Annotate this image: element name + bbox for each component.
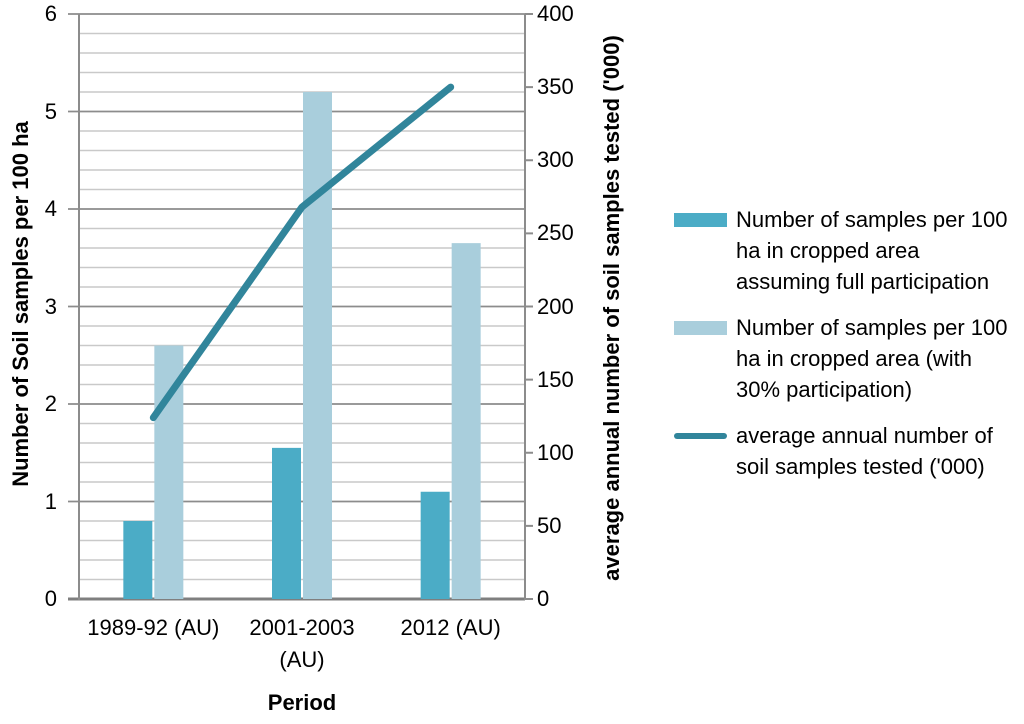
right-axis-tick-label: 250 bbox=[537, 220, 574, 246]
bar-full-participation-2 bbox=[420, 491, 450, 599]
left-axis-tick-label: 6 bbox=[44, 1, 57, 26]
right-axis-title: average annual number of soil samples te… bbox=[599, 35, 624, 581]
left-axis-tick-label: 1 bbox=[44, 488, 57, 514]
left-axis-tick-label: 5 bbox=[44, 98, 57, 124]
right-axis-tick-label: 200 bbox=[537, 293, 574, 319]
legend-swatch-dark-bar bbox=[674, 213, 727, 227]
legend-item-full-participation: Number of samples per 100 ha in cropped … bbox=[674, 204, 1018, 297]
right-axis-tick-label: 0 bbox=[537, 586, 550, 611]
right-axis-tick-label: 50 bbox=[537, 512, 562, 538]
right-axis-tick-label: 350 bbox=[537, 74, 574, 100]
right-axis-tick-label: 100 bbox=[537, 439, 574, 465]
legend-swatch-light-bar bbox=[674, 321, 727, 335]
legend-item-30pct-participation: Number of samples per 100 ha in cropped … bbox=[674, 312, 1018, 405]
left-axis-tick-label: 2 bbox=[44, 391, 57, 416]
legend-item-samples-tested-line: average annual number of soil samples te… bbox=[674, 420, 1018, 482]
left-axis-tick-label: 4 bbox=[44, 196, 57, 221]
bar-30pct-participation-2 bbox=[451, 243, 481, 599]
legend-swatch-line bbox=[674, 433, 727, 439]
legend-label: Number of samples per 100 ha in cropped … bbox=[736, 207, 1008, 294]
right-axis-tick-label: 300 bbox=[537, 147, 574, 173]
category-label-0: 1989-92 (AU) bbox=[87, 615, 220, 640]
bar-full-participation-0 bbox=[123, 521, 153, 599]
right-axis-tick-label: 400 bbox=[537, 1, 574, 26]
legend-label: Number of samples per 100 ha in cropped … bbox=[736, 315, 1008, 402]
legend-label: average annual number of soil samples te… bbox=[736, 423, 993, 479]
left-axis-title: Number of Soil samples per 100 ha bbox=[8, 121, 33, 487]
bar-full-participation-1 bbox=[272, 447, 301, 599]
category-label-2: 2012 (AU) bbox=[400, 615, 501, 640]
x-axis-title: Period bbox=[267, 690, 337, 715]
left-axis-tick-label: 3 bbox=[44, 293, 57, 319]
category-label-1: 2001-2003 (AU) bbox=[249, 615, 355, 672]
bar-30pct-participation-1 bbox=[303, 92, 332, 599]
right-axis-tick-label: 150 bbox=[537, 366, 574, 392]
chart-legend: Number of samples per 100 ha in cropped … bbox=[674, 204, 1018, 482]
left-axis-tick-label: 0 bbox=[44, 586, 57, 611]
line-samples-tested bbox=[149, 83, 455, 422]
